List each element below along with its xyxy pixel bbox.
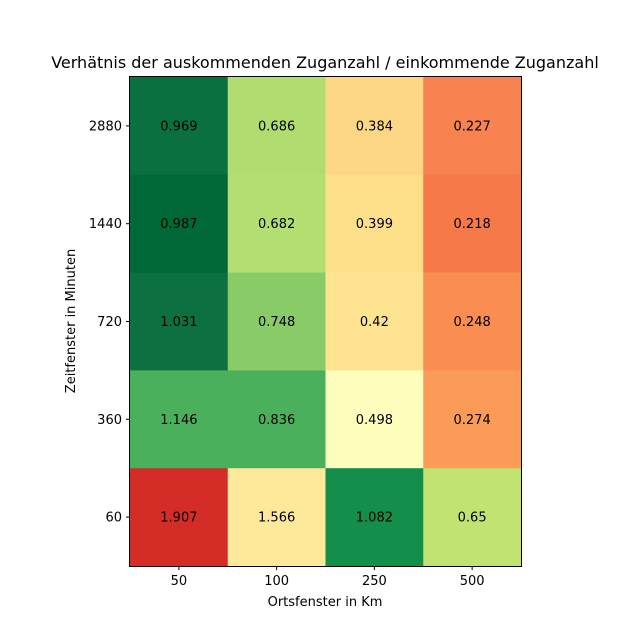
y-tick-label: 2880 xyxy=(89,119,122,134)
cell-value-label: 0.682 xyxy=(258,217,295,232)
heatmap-cell xyxy=(130,77,229,176)
y-axis-ticks: 2880 1440 720 360 60 xyxy=(89,119,130,526)
cell-value-label: 0.274 xyxy=(454,413,491,428)
cell-value-label: 0.227 xyxy=(454,119,491,134)
cell-value-label: 0.987 xyxy=(160,217,197,232)
cell-value-label: 0.686 xyxy=(258,119,295,134)
heatmap-cell xyxy=(325,77,424,176)
heatmap-cell xyxy=(423,370,522,469)
cell-value-label: 1.082 xyxy=(356,511,393,526)
cell-value-label: 1.907 xyxy=(160,511,197,526)
heatmap-cell xyxy=(325,174,424,274)
cell-value-label: 0.42 xyxy=(360,315,389,330)
cell-value-label: 1.031 xyxy=(160,315,197,330)
cell-value-label: 0.248 xyxy=(454,315,491,330)
heatmap-cell xyxy=(423,468,522,567)
heatmap-cell xyxy=(325,468,424,567)
heatmap-cell xyxy=(130,468,229,567)
heatmap-cell xyxy=(227,272,326,371)
cell-value-label: 0.969 xyxy=(160,119,197,134)
heatmap-cell xyxy=(325,272,424,371)
cell-value-label: 0.218 xyxy=(454,217,491,232)
cell-value-label: 0.65 xyxy=(458,511,487,526)
x-tick-label: 100 xyxy=(264,574,289,589)
cell-value-label: 0.748 xyxy=(258,315,295,330)
heatmap-cell xyxy=(227,77,326,176)
heatmap-cell xyxy=(423,174,522,274)
x-tick-label: 50 xyxy=(171,574,188,589)
x-tick-label: 250 xyxy=(362,574,387,589)
y-axis-label: Zeitfenster in Minuten xyxy=(64,249,79,393)
x-axis-ticks: 50 100 250 500 xyxy=(171,566,485,589)
heatmap-cell xyxy=(227,468,326,567)
cell-value-label: 0.384 xyxy=(356,119,393,134)
chart-title: Verhätnis der auskommenden Zuganzahl / e… xyxy=(51,53,599,72)
y-tick-label: 360 xyxy=(97,413,122,428)
cell-value-label: 1.566 xyxy=(258,511,295,526)
heatmap-cell xyxy=(423,272,522,371)
y-tick-label: 1440 xyxy=(89,217,122,232)
cell-value-label: 0.836 xyxy=(258,413,295,428)
y-tick-label: 60 xyxy=(105,511,122,526)
heatmap-cell xyxy=(130,174,229,274)
heatmap-cells xyxy=(130,77,522,567)
heatmap-cell xyxy=(227,174,326,274)
heatmap-cell xyxy=(325,370,424,469)
heatmap-cell xyxy=(227,370,326,469)
y-tick-label: 720 xyxy=(97,315,122,330)
x-tick-label: 500 xyxy=(460,574,485,589)
heatmap-cell xyxy=(423,77,522,176)
heatmap-cell xyxy=(130,370,229,469)
cell-value-label: 0.399 xyxy=(356,217,393,232)
cell-value-label: 1.146 xyxy=(160,413,197,428)
heatmap-cell xyxy=(130,272,229,371)
cell-value-labels: 0.969 0.686 0.384 0.227 0.987 0.682 0.399 0.218… xyxy=(160,119,490,525)
x-axis-label: Ortsfenster in Km xyxy=(268,595,383,610)
cell-value-label: 0.498 xyxy=(356,413,393,428)
